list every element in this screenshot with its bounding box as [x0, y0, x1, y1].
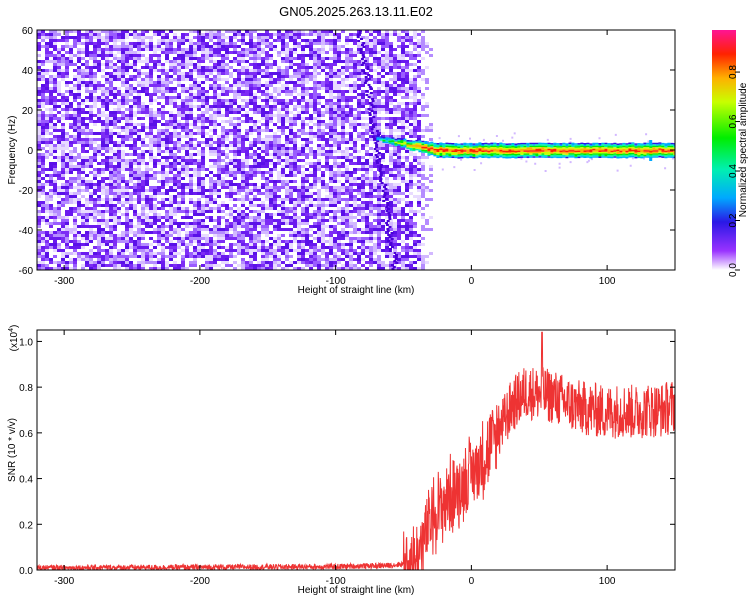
spectrogram-cell-group-9 [376, 137, 675, 161]
figure-title: GN05.2025.263.13.11.E02 [279, 4, 433, 19]
spectrogram-x-tick-label: 0 [469, 276, 475, 287]
spectrogram-y-tick-label: 20 [22, 106, 34, 117]
svg-text:(x104): (x104) [8, 325, 20, 352]
colorbar-gradient [712, 30, 736, 270]
colorbar: 0.0 0.2 0.4 0.6 0.8 Normalized spectral ampl… [712, 30, 749, 277]
spectrogram-x-tick-label: -100 [326, 276, 346, 287]
snr-y-tick-label: 0.4 [19, 475, 33, 486]
snr-x-tick-label: 100 [599, 576, 616, 587]
spectrogram-cell-group-2 [37, 30, 421, 270]
snr-exponent-label: (x104) [8, 325, 20, 352]
snr-x-tick-label: -200 [190, 576, 210, 587]
snr-y-tick-label: 1.0 [19, 337, 33, 348]
exponent-prefix: (x10 [9, 331, 20, 351]
snr-y-tick-label: 0.6 [19, 429, 33, 440]
spectrogram-y-tick-label: 60 [22, 26, 34, 37]
snr-panel: -300 -200 -100 0 100 0.0 0.2 0.4 0.6 0.8 1.0 Heig… [7, 325, 676, 596]
snr-x-ticks: -300 -200 -100 0 100 [54, 330, 616, 587]
spectrogram-cell-group-12 [394, 141, 675, 156]
exponent-power: 4 [8, 328, 15, 332]
snr-y-tick-label: 0.2 [19, 520, 33, 531]
spectrogram-cell-group-11 [382, 140, 674, 157]
spectrogram-y-tick-label: -20 [19, 186, 34, 197]
spectrogram-x-tick-label: 100 [599, 276, 616, 287]
snr-frame [36, 329, 676, 571]
spectrogram-y-tick-label: 0 [27, 146, 33, 157]
spectrogram-y-tick-label: -40 [19, 226, 34, 237]
spectrogram-x-tick-label: -300 [54, 276, 74, 287]
spectrogram-y-ticks: -60 -40 -20 0 20 40 60 [19, 26, 675, 277]
snr-y-tick-label: 0.8 [19, 383, 33, 394]
colorbar-tick-label: 0.0 [728, 263, 739, 277]
spectrogram-y-tick-label: 40 [22, 66, 34, 77]
colorbar-ticks: 0.0 0.2 0.4 0.6 0.8 [728, 65, 740, 277]
spectrogram-y-tick-label: -60 [19, 266, 34, 277]
colorbar-tick-label: 0.2 [728, 213, 739, 227]
snr-y-tick-label: 0.0 [19, 566, 33, 577]
snr-y-ticks: 0.0 0.2 0.4 0.6 0.8 1.0 [19, 337, 675, 577]
spectrogram-y-label: Frequency (Hz) [7, 116, 18, 185]
spectrogram-cell-group-13 [406, 144, 675, 155]
spectrogram-x-ticks: -300 -200 -100 0 100 [54, 30, 616, 287]
snr-x-tick-label: 0 [469, 576, 475, 587]
colorbar-label: Normalized spectral amplitude [738, 82, 749, 217]
snr-series-line [37, 331, 675, 570]
snr-y-label: SNR (10 * v/v) [7, 418, 18, 482]
spectrogram-cell-group-5 [37, 30, 433, 270]
snr-x-label: Height of straight line (km) [298, 585, 415, 596]
exponent-suffix: ) [9, 325, 20, 328]
spectrogram-cells [37, 30, 675, 270]
spectrogram-x-label: Height of straight line (km) [298, 285, 415, 296]
spectrogram-cell-group-4 [37, 30, 675, 270]
snr-x-tick-label: -100 [326, 576, 346, 587]
spectrogram-cell-group-6 [37, 30, 421, 270]
snr-x-tick-label: -300 [54, 576, 74, 587]
spectrogram-cell-group-7 [356, 30, 399, 270]
spectrogram-x-tick-label: -200 [190, 276, 210, 287]
spectrogram-cell-group-14 [421, 146, 674, 153]
colorbar-tick-label: 0.4 [728, 164, 739, 178]
colorbar-tick-label: 0.6 [728, 114, 739, 128]
colorbar-tick-label: 0.8 [728, 65, 739, 79]
